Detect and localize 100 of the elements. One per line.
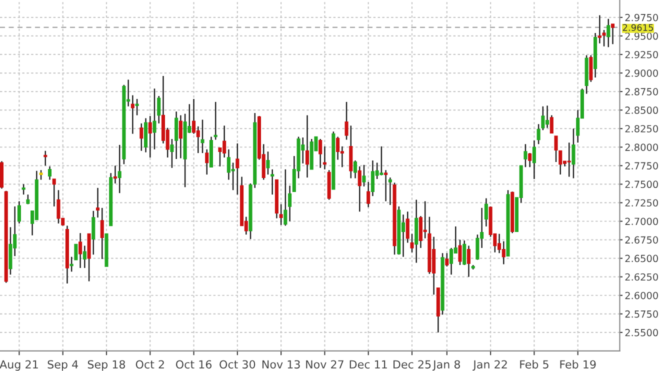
y-tick-label: 2.9750 — [625, 14, 658, 22]
candlestick — [610, 23, 615, 45]
candlestick — [39, 169, 43, 180]
x-tick-label: Dec 11 — [350, 360, 387, 369]
candlestick — [318, 138, 322, 169]
candlestick — [70, 256, 74, 272]
candlestick — [52, 178, 56, 208]
y-tick-label: 2.5750 — [625, 310, 658, 318]
candlestick — [214, 101, 218, 140]
candlestick — [74, 244, 78, 260]
candlestick — [170, 138, 174, 169]
y-tick-label: 2.7250 — [625, 199, 658, 207]
y-tick-label: 2.8750 — [625, 88, 658, 96]
candlestick — [118, 144, 122, 194]
candlestick — [288, 185, 292, 222]
x-tick-label: Nov 27 — [306, 360, 344, 369]
candlestick — [462, 240, 466, 266]
x-tick-label: Sep 4 — [48, 360, 78, 371]
y-tick-label: 2.9250 — [625, 50, 658, 58]
y-tick-label: 2.7750 — [625, 162, 658, 170]
candlestick — [567, 142, 571, 178]
ref-line-label: 2.9615 — [622, 24, 654, 31]
x-tick-label: Oct 30 — [220, 360, 256, 369]
candlestick — [589, 54, 593, 83]
y-tick-label: 2.7500 — [625, 180, 658, 188]
candlestick — [266, 150, 270, 176]
candlestick — [48, 166, 52, 180]
candlestick — [82, 245, 86, 269]
candlestick — [384, 169, 388, 202]
candlestick — [322, 146, 326, 170]
candlestick — [205, 148, 209, 176]
candlestick — [602, 29, 606, 47]
candlestick — [148, 115, 152, 158]
y-tick-label: 2.9500 — [625, 32, 658, 40]
candlestick — [532, 140, 536, 180]
y-tick-label: 2.8000 — [625, 144, 658, 151]
candlestick — [236, 142, 240, 196]
y-tick-label: 2.6500 — [625, 254, 658, 262]
x-tick-label: Sep 18 — [88, 360, 126, 371]
y-tick-label: 2.8500 — [625, 106, 658, 114]
candlestick — [484, 198, 488, 228]
candlestick — [92, 210, 96, 256]
candlestick — [130, 94, 134, 134]
candlestick — [344, 101, 348, 140]
y-tick-label: 2.7000 — [625, 218, 658, 226]
candlestick — [192, 98, 196, 134]
candlestick — [541, 106, 545, 131]
x-tick-label: Jan 8 — [432, 360, 460, 371]
candlestick — [366, 181, 370, 208]
candlestick — [606, 18, 610, 48]
y-tick-label: 2.6750 — [625, 236, 658, 244]
candlestick — [558, 150, 562, 176]
candlestick — [140, 122, 144, 152]
candlestick — [279, 204, 283, 226]
candlestick — [466, 245, 471, 278]
candlestick — [100, 207, 104, 260]
candlestick — [502, 240, 506, 265]
candlestick — [305, 114, 310, 178]
y-tick-label: 2.5500 — [625, 328, 658, 336]
candlestick — [550, 114, 554, 134]
x-tick-label: Feb 5 — [520, 360, 548, 369]
candlestick — [554, 135, 558, 163]
candlestick — [284, 168, 288, 226]
candlestick — [22, 184, 26, 196]
candlestick — [401, 214, 406, 258]
candlestick — [44, 150, 48, 166]
candlestick — [113, 165, 117, 184]
x-tick-label: Oct 16 — [176, 360, 212, 369]
candlestick — [476, 234, 480, 260]
y-tick-label: 2.6000 — [625, 292, 658, 300]
candlestick — [598, 14, 602, 44]
candlestick — [536, 124, 540, 145]
candlestick — [200, 119, 204, 154]
x-tick-label: Jan 22 — [472, 360, 507, 371]
x-tick-label: Dec 25 — [394, 360, 431, 369]
candlestick — [524, 144, 528, 168]
candlestick — [135, 98, 139, 116]
y-tick-label: 2.8250 — [625, 125, 658, 132]
candlestick — [450, 247, 454, 276]
candlestick — [353, 160, 358, 179]
candlestick — [174, 110, 178, 160]
candlestick — [380, 146, 384, 176]
candlestick — [270, 168, 274, 196]
candlestick — [572, 128, 576, 179]
x-tick-label: Feb 19 — [560, 360, 596, 369]
y-tick-label: 2.9000 — [625, 69, 658, 77]
candlestick — [178, 114, 182, 159]
candlestick — [406, 210, 410, 244]
candlestick — [78, 232, 82, 269]
candlestick — [358, 166, 362, 212]
x-tick-label: Aug 21 — [0, 360, 38, 371]
candlestick — [388, 176, 392, 206]
candlestick — [528, 152, 532, 168]
candlestick — [56, 189, 60, 224]
x-tick-label: Oct 2 — [136, 360, 164, 369]
y-tick-label: 2.6250 — [625, 273, 658, 281]
candlestick — [423, 200, 427, 239]
candlestick — [336, 136, 340, 160]
candlestick — [445, 252, 449, 268]
candlestick — [96, 187, 100, 218]
